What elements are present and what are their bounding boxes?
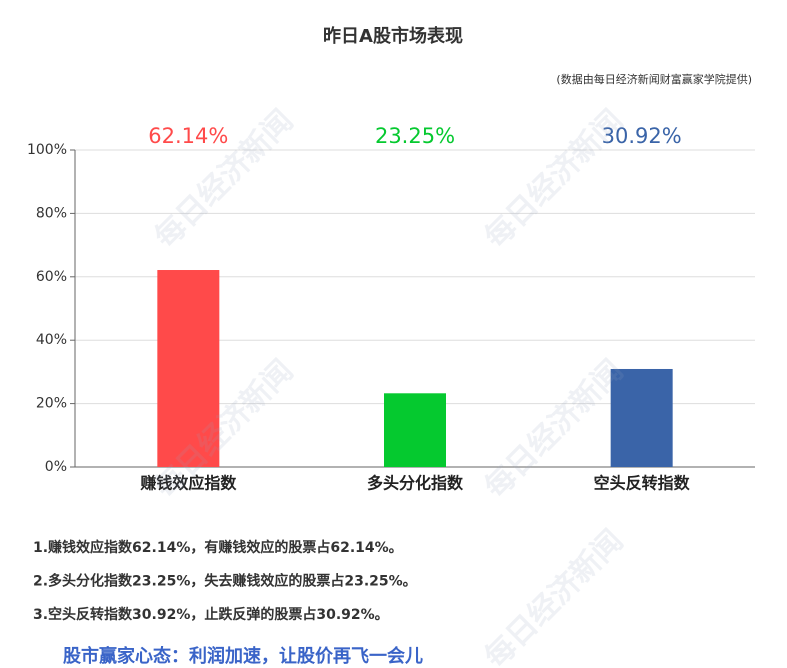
x-tick-label: 空头反转指数 [594, 474, 691, 493]
bar [384, 393, 446, 467]
note: 2.多头分化指数23.25%，失去赚钱效应的股票占23.25%。 [33, 573, 417, 590]
y-tick-label: 60% [36, 269, 67, 285]
x-tick-label: 赚钱效应指数 [139, 474, 237, 493]
note: 1.赚钱效应指数62.14%，有赚钱效应的股票占62.14%。 [33, 539, 403, 556]
value-label: 30.92% [602, 124, 682, 148]
bar [157, 270, 220, 467]
y-tick-label: 40% [36, 332, 67, 348]
value-label: 23.25% [375, 124, 455, 148]
y-tick-label: 0% [45, 459, 67, 475]
chart-title: 昨日A股市场表现 [323, 25, 463, 47]
bar [610, 368, 673, 467]
footer: 股市赢家心态：利润加速，让股价再飞一会儿 [62, 645, 423, 667]
watermark: 每日经济新闻 [478, 523, 630, 668]
watermark: 每日经济新闻 [478, 103, 630, 255]
value-label: 62.14% [148, 124, 228, 148]
chart-subtitle: (数据由每日经济新闻财富赢家学院提供) [556, 72, 752, 86]
x-tick-label: 多头分化指数 [367, 474, 464, 493]
y-tick-label: 20% [36, 396, 67, 412]
note: 3.空头反转指数30.92%，止跌反弹的股票占30.92%。 [33, 606, 389, 623]
y-tick-label: 80% [36, 205, 67, 221]
y-tick-label: 100% [27, 142, 67, 158]
